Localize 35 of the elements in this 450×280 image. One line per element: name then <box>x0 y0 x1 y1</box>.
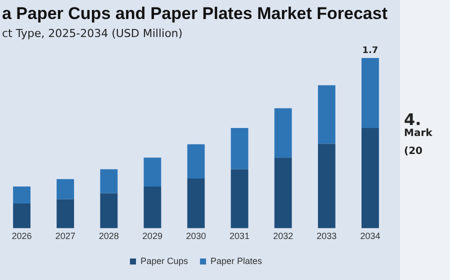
legend-label: Paper Plates <box>210 256 263 266</box>
chart-subtitle: ct Type, 2025-2034 (USD Million) <box>2 27 183 40</box>
text: Mark <box>404 128 432 139</box>
x-tick-label: 2030 <box>186 231 206 242</box>
bar <box>13 204 30 228</box>
bar <box>274 108 292 158</box>
x-tick-label: 2031 <box>230 231 250 242</box>
x-tick-label: 2034 <box>360 231 380 242</box>
bar <box>56 179 74 200</box>
bar <box>274 158 292 228</box>
bar <box>362 58 379 128</box>
bar <box>318 85 336 144</box>
legend-label: Paper Cups <box>140 256 188 266</box>
x-tick-label: 2028 <box>98 231 119 242</box>
bar <box>187 144 205 178</box>
bar <box>56 199 74 228</box>
text: (20 <box>404 146 422 157</box>
annotation: 1.7 <box>362 46 378 56</box>
x-tick-label: 2032 <box>273 231 294 242</box>
x-tick-label: 2026 <box>12 231 32 242</box>
bar <box>100 193 118 228</box>
bar <box>318 144 336 228</box>
bar <box>230 128 248 170</box>
bar <box>187 178 205 228</box>
bar <box>144 186 162 228</box>
x-tick-label: 2027 <box>55 231 76 242</box>
bar <box>100 169 118 194</box>
x-tick-label: 2029 <box>142 231 162 242</box>
bar <box>230 169 248 228</box>
bar <box>362 128 379 228</box>
x-tick-label: 2033 <box>316 231 337 242</box>
bar <box>144 158 162 186</box>
bar <box>13 186 30 204</box>
chart-title: a Paper Cups and Paper Plates Market Forecast <box>2 4 388 24</box>
text: 4. <box>404 110 422 129</box>
